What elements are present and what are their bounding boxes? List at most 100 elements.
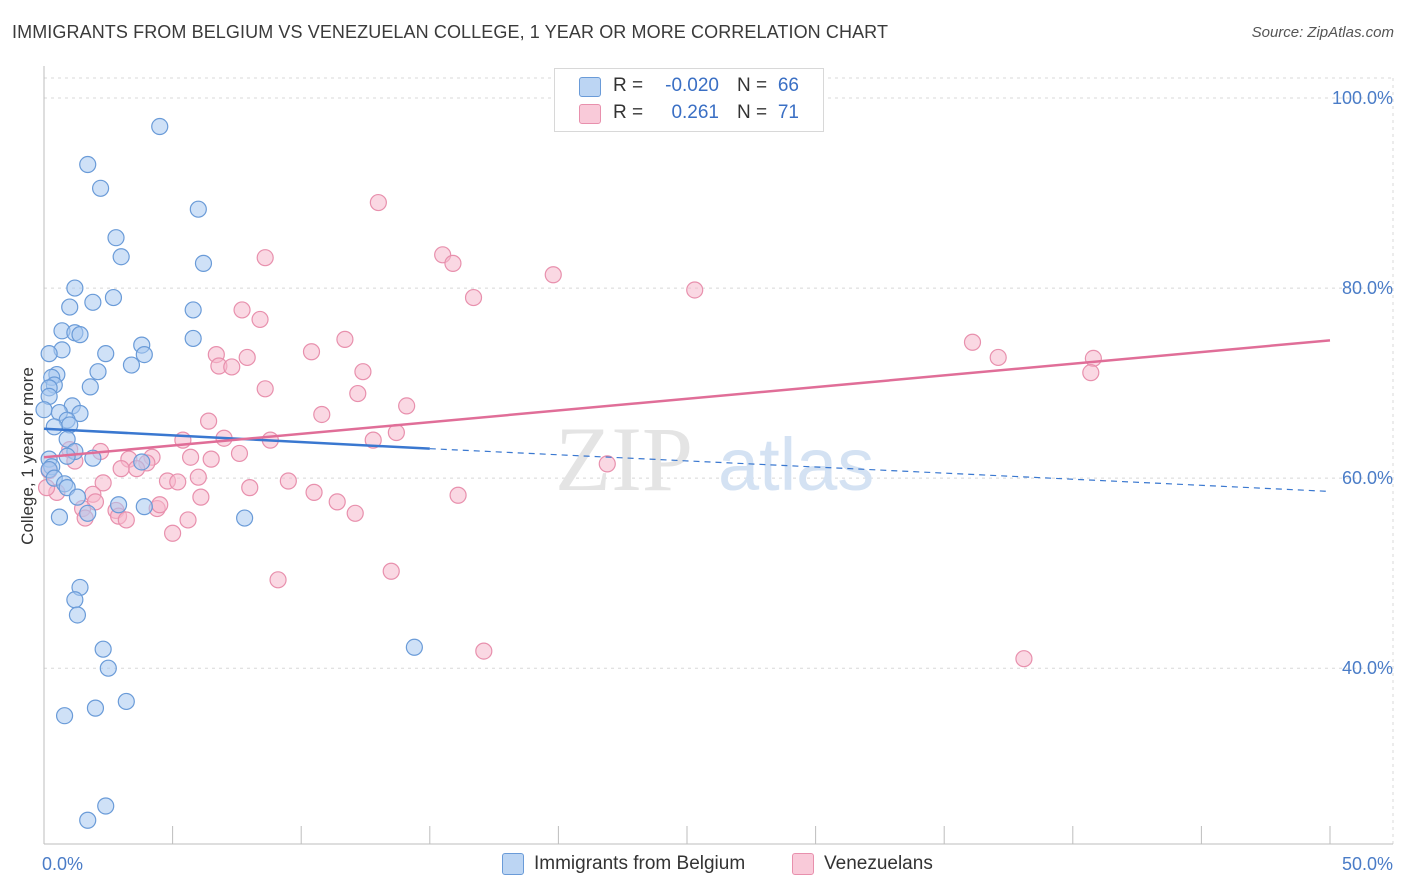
data-point [464, 288, 483, 307]
data-point [346, 504, 364, 522]
data-point [369, 193, 387, 212]
data-point [94, 640, 112, 658]
bottom-legend-label-belgium: Immigrants from Belgium [534, 853, 746, 874]
source-label: Source: [1251, 24, 1304, 41]
data-point [55, 707, 74, 725]
data-point [192, 488, 210, 506]
y-tick-labels: 100.0% 80.0% 60.0% 40.0% [1332, 88, 1393, 678]
bottom-legend-label-venezuelans: Venezuelans [824, 853, 933, 874]
data-point [194, 254, 213, 272]
data-point [686, 281, 704, 299]
correlation-legend: R = -0.020 N = 66 R = 0.261 N = 71 [554, 68, 824, 132]
data-point [169, 473, 187, 491]
data-point [336, 330, 354, 348]
data-point [189, 468, 207, 486]
x-tick-min: 0.0% [42, 854, 83, 874]
legend-n-label: N = [737, 75, 768, 96]
data-point [133, 453, 151, 471]
legend-n-value: 66 [777, 75, 799, 96]
data-point [328, 493, 346, 511]
watermark-zip: ZIP [555, 408, 693, 510]
data-point [86, 699, 105, 717]
data-point [1015, 650, 1033, 668]
data-point [40, 345, 58, 363]
data-point [135, 345, 153, 364]
data-point [398, 397, 416, 415]
data-point [1084, 349, 1102, 367]
data-point [112, 248, 130, 266]
legend-r-value: 0.261 [671, 102, 719, 123]
data-point [68, 488, 87, 506]
data-point [184, 329, 202, 348]
data-point [364, 431, 382, 449]
data-point [79, 504, 97, 522]
data-point [91, 179, 110, 197]
trend-line-venezuelans [43, 339, 1331, 459]
data-point [164, 524, 182, 542]
data-point [279, 472, 297, 490]
data-point [449, 486, 467, 504]
data-point [50, 508, 69, 526]
data-point [302, 343, 321, 361]
data-point [97, 345, 115, 363]
data-point [71, 326, 89, 344]
data-point [1082, 364, 1100, 382]
data-point [66, 591, 84, 609]
data-point [58, 430, 76, 448]
data-point [79, 155, 97, 174]
data-point [305, 483, 323, 501]
data-point [112, 460, 130, 478]
data-point [66, 279, 84, 297]
data-point [989, 348, 1007, 367]
data-point [79, 811, 97, 829]
legend-r-value: -0.020 [665, 75, 719, 96]
trend-line-belgium-extrapolated [429, 448, 1331, 493]
data-point [99, 659, 117, 677]
y-axis-label: College, 1 year or more [18, 367, 37, 545]
data-point [104, 288, 123, 307]
legend-n-value: 71 [777, 102, 799, 123]
bottom-legend-swatch-venezuelans [792, 853, 814, 875]
watermark: ZIP atlas [555, 408, 874, 510]
data-point [35, 401, 53, 419]
data-point [354, 363, 372, 381]
data-point [238, 348, 256, 367]
data-point [135, 498, 153, 516]
data-point [236, 509, 254, 527]
data-point [202, 450, 220, 468]
data-point [107, 229, 125, 247]
data-point [84, 293, 102, 311]
data-point [544, 266, 562, 284]
data-point [405, 638, 423, 656]
y-tick-label: 100.0% [1332, 88, 1393, 108]
legend-n-label: N = [737, 102, 768, 123]
watermark-atlas: atlas [718, 423, 874, 506]
data-point [117, 511, 135, 529]
data-point [151, 496, 169, 514]
data-point [89, 363, 107, 381]
data-point [233, 301, 251, 319]
data-point [223, 358, 241, 376]
data-point [109, 496, 128, 514]
data-point [241, 479, 259, 497]
data-point [94, 474, 112, 492]
data-point [349, 384, 367, 403]
data-point [475, 642, 493, 660]
data-point [598, 455, 616, 473]
legend-swatch-belgium [579, 77, 601, 97]
data-point [184, 301, 202, 319]
legend-swatch-venezuelans [579, 104, 601, 124]
data-point [256, 380, 274, 398]
x-tick-max: 50.0% [1342, 854, 1393, 874]
trend-lines [43, 339, 1331, 493]
data-point [68, 606, 87, 624]
chart-title: IMMIGRANTS FROM BELGIUM VS VENEZUELAN CO… [12, 22, 889, 42]
legend-r-label: R = [613, 75, 644, 96]
data-point [963, 333, 982, 351]
y-tick-label: 60.0% [1342, 468, 1393, 488]
data-point [251, 310, 269, 329]
data-point [256, 249, 274, 267]
data-point [382, 562, 400, 580]
data-point [81, 378, 99, 396]
